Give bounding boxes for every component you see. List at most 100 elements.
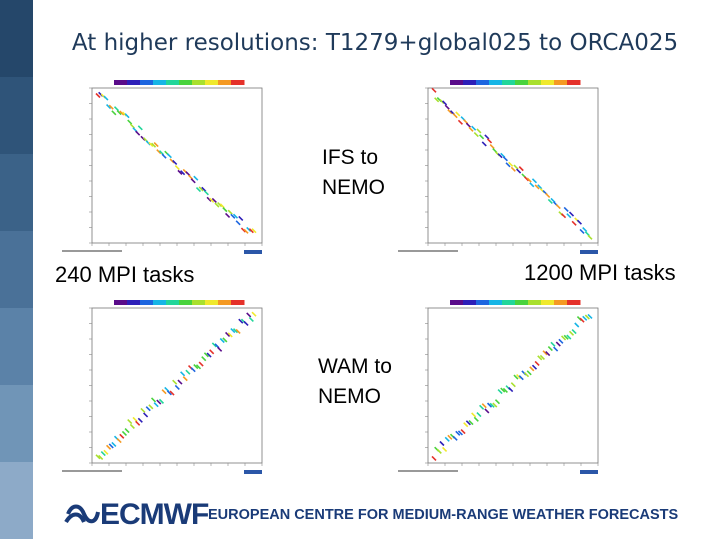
sidebar-band (0, 308, 33, 385)
trace-mark (579, 228, 585, 235)
trace-mark (156, 399, 162, 405)
trace-mark (447, 109, 453, 115)
trace-mark (222, 207, 228, 213)
label-ifs-line2: NEMO (322, 176, 385, 199)
plot-caption-line (62, 470, 122, 472)
trace-mark (576, 219, 582, 225)
trace-mark (492, 402, 498, 408)
trace-mark (121, 430, 128, 437)
label-wam-line2: NEMO (318, 385, 381, 408)
trace-mark (539, 354, 545, 360)
colorbar-segment (153, 300, 167, 305)
trace-mark (150, 397, 157, 403)
colorbar-segment (231, 80, 245, 85)
trace-mark (206, 196, 212, 202)
trace-mark (582, 227, 588, 233)
label-wam-line1: WAM to (318, 355, 392, 378)
sidebar-band (0, 77, 33, 154)
sidebar-band (0, 385, 33, 462)
trace-mark (190, 367, 196, 373)
trace-mark (166, 390, 172, 396)
trace-mark (135, 420, 141, 426)
trace-mark (566, 334, 572, 340)
colorbar-segment (218, 300, 232, 305)
trace-mark (486, 402, 493, 408)
plot-logo-mark (244, 470, 262, 474)
trace-mark (156, 149, 162, 155)
plot-caption-line (62, 250, 122, 252)
trace-mark (209, 349, 215, 355)
plot-ifs-240 (62, 68, 272, 258)
trace-mark (150, 142, 157, 148)
trace-mark (108, 443, 114, 449)
plot-logo-mark (580, 250, 598, 254)
trace-mark (587, 234, 593, 240)
colorbar-segment (463, 300, 477, 305)
trace-mark (555, 341, 561, 347)
trace-mark (534, 360, 540, 366)
trace-mark (119, 110, 125, 116)
trace-mark (529, 182, 535, 188)
trace-mark (193, 175, 199, 181)
trace-mark (124, 428, 130, 434)
trace-mark (217, 346, 223, 352)
colorbar-segment (567, 300, 581, 305)
trace-mark (550, 341, 556, 347)
ecmwf-logo-text: ECMWF (100, 498, 209, 531)
trace-mark (161, 389, 167, 395)
trace-mark (579, 317, 585, 323)
trace-mark (211, 197, 217, 204)
trace-mark (166, 153, 172, 159)
plot-caption-line (398, 250, 458, 252)
trace-mark (553, 346, 559, 352)
trace-mark (230, 328, 236, 334)
trace-mark (439, 99, 445, 105)
trace-mark (222, 337, 228, 343)
trace-mark (111, 441, 117, 447)
label-wam-to-nemo: WAM to NEMO (318, 352, 392, 412)
trace-mark (584, 314, 590, 320)
trace-mark (198, 361, 204, 367)
trace-mark (457, 430, 464, 436)
trace-mark (98, 454, 104, 460)
trace-mark (137, 125, 143, 131)
plot-ifs-1200 (398, 68, 608, 258)
colorbar-segment (114, 80, 128, 85)
trace-mark (177, 379, 183, 385)
colorbar-segment (166, 300, 180, 305)
colorbar-segment (218, 80, 232, 85)
trace-mark (246, 312, 252, 318)
trace-mark (127, 119, 133, 125)
trace-mark (203, 190, 209, 196)
trace-mark (518, 166, 524, 172)
trace-mark (529, 366, 535, 372)
organization-name: EUROPEAN CENTRE FOR MEDIUM-RANGE WEATHER… (208, 507, 679, 523)
trace-mark (198, 186, 204, 192)
trace-mark (240, 227, 246, 233)
trace-mark (537, 355, 543, 361)
trace-mark (518, 375, 524, 381)
plot-logo-mark (580, 470, 598, 474)
trace-mark (235, 328, 241, 334)
trace-mark (571, 220, 577, 226)
trace-mark (431, 87, 437, 93)
trace-mark (172, 379, 178, 385)
colorbar-segment (127, 80, 141, 85)
trace-mark (238, 318, 244, 324)
trace-mark (124, 113, 130, 119)
trace-mark (516, 168, 522, 174)
trace-mark (246, 226, 252, 232)
trace-mark (537, 184, 543, 190)
trace-mark (251, 311, 257, 317)
colorbar-segment (205, 300, 219, 305)
trace-mark (497, 153, 503, 159)
sidebar-band (0, 462, 33, 539)
trace-mark (494, 399, 501, 405)
trace-mark (516, 374, 522, 380)
trace-mark (214, 202, 220, 208)
trace-mark (145, 140, 151, 146)
trace-mark (230, 213, 236, 219)
trace-mark (169, 390, 175, 396)
colorbar-segment (554, 80, 568, 85)
sidebar-band (0, 231, 33, 308)
